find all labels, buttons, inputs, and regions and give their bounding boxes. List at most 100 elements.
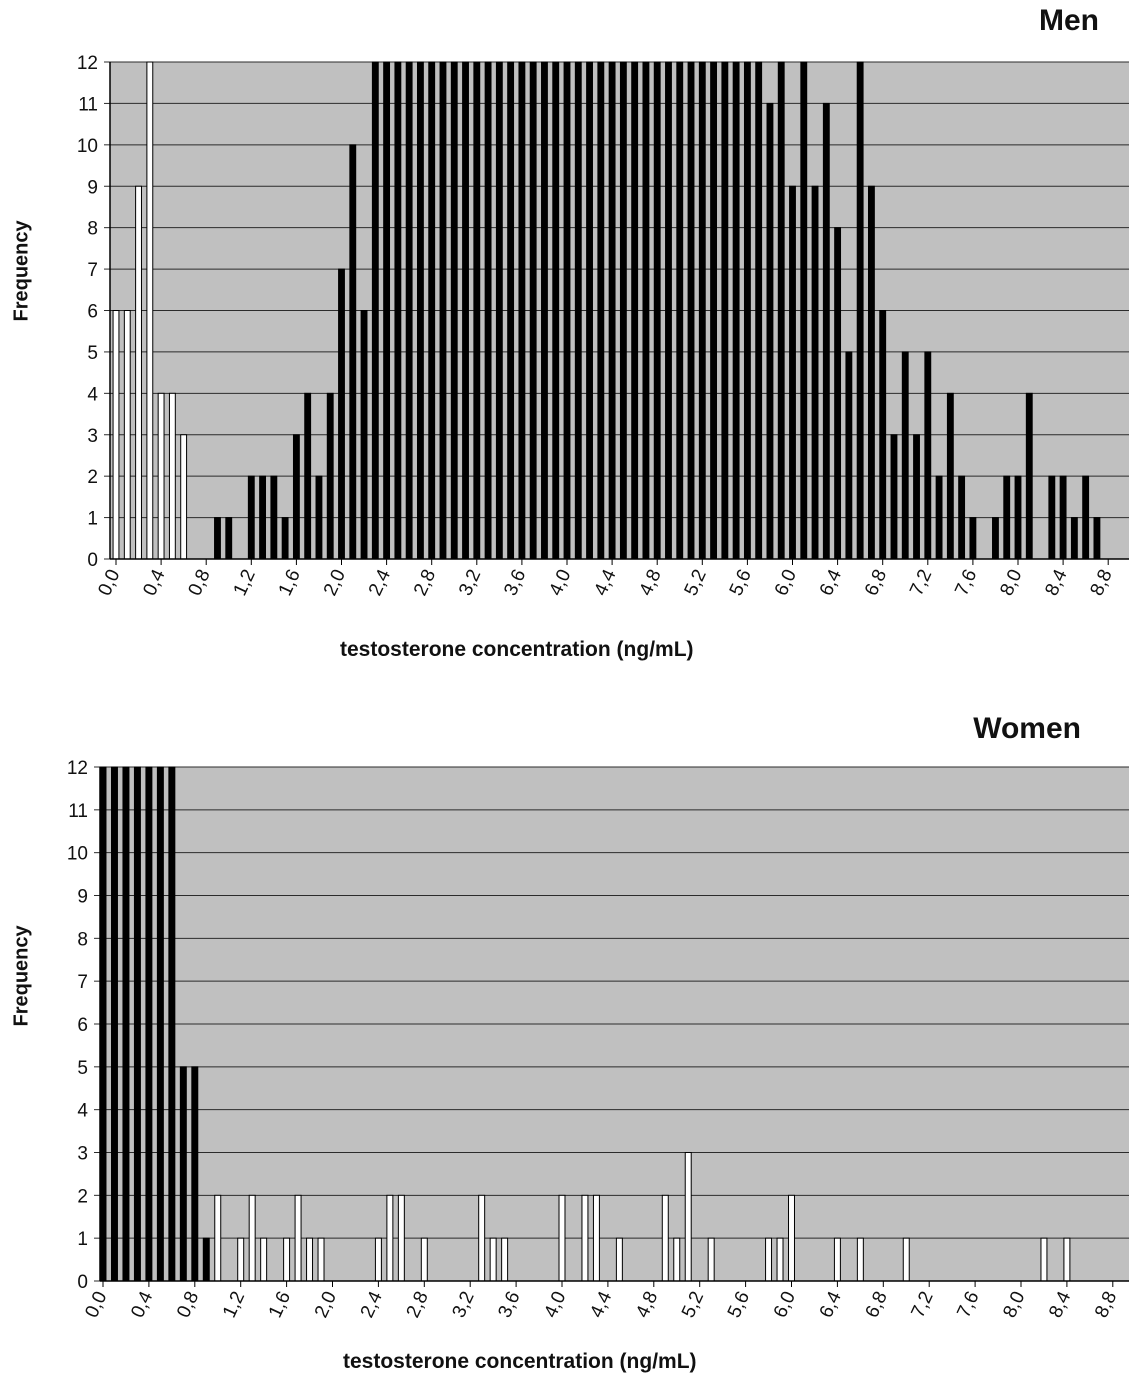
bar: [856, 1237, 864, 1282]
x-tick-label: 0,8: [185, 566, 215, 599]
bar: [834, 227, 842, 560]
bar: [1093, 517, 1101, 560]
y-tick-label: 2: [87, 467, 98, 488]
y-tick-label: 11: [78, 94, 98, 115]
y-tick-label: 12: [77, 53, 98, 74]
bar: [371, 61, 379, 560]
bar: [811, 185, 819, 560]
bar: [112, 310, 120, 560]
y-tick-label: 0: [77, 1272, 88, 1293]
x-tick-label: 2,8: [403, 1288, 433, 1321]
bar: [110, 766, 118, 1282]
bar: [822, 102, 830, 560]
bar: [969, 517, 977, 560]
bar: [317, 1237, 325, 1282]
bar: [1082, 475, 1090, 560]
bar: [687, 61, 695, 560]
x-tick-label: 6,4: [816, 566, 846, 599]
x-tick-label: 4,4: [590, 566, 620, 599]
bar: [489, 1237, 497, 1282]
bar: [879, 310, 887, 560]
x-tick-label: 4,0: [540, 1288, 570, 1321]
bar: [901, 351, 909, 560]
bar: [541, 61, 548, 560]
bar: [789, 185, 796, 560]
x-tick-label: 8,0: [999, 1288, 1029, 1321]
bar: [416, 61, 424, 560]
x-tick-label: 6,4: [816, 1288, 846, 1321]
y-tick-label: 2: [77, 1186, 88, 1207]
bar: [707, 1237, 715, 1282]
y-tick-label: 6: [77, 1015, 88, 1036]
bar: [145, 766, 153, 1282]
bar: [676, 61, 684, 560]
y-tick-label: 4: [77, 1101, 88, 1122]
bar: [608, 61, 616, 560]
x-tick-label: 0,4: [139, 566, 169, 599]
bar: [450, 61, 458, 560]
x-tick-label: 1,6: [275, 566, 305, 599]
x-tick-label: 2,4: [365, 566, 395, 599]
x-tick-label: 7,2: [906, 566, 936, 599]
bar: [123, 310, 131, 560]
bar: [294, 1194, 302, 1282]
bar: [99, 766, 107, 1282]
bar: [563, 61, 571, 560]
x-tick-label: 8,8: [1087, 566, 1117, 599]
bar: [732, 61, 740, 560]
bar: [721, 61, 729, 560]
bar: [788, 1194, 795, 1282]
bar: [306, 1237, 314, 1282]
bar: [315, 475, 323, 560]
bar: [766, 102, 774, 560]
bar: [619, 61, 627, 560]
x-tick-label: 3,6: [494, 1288, 524, 1321]
bar: [180, 434, 188, 560]
bar: [765, 1237, 773, 1282]
bar: [168, 392, 176, 560]
x-tick-label: 8,4: [1041, 566, 1071, 599]
bar: [558, 1194, 566, 1282]
bar: [867, 185, 875, 560]
x-tick-label: 6,8: [861, 566, 891, 599]
bar: [428, 61, 436, 560]
x-tick-label: 8,0: [996, 566, 1026, 599]
bar: [661, 1194, 669, 1282]
bar: [946, 392, 954, 560]
x-tick-label: 1,6: [265, 1288, 295, 1321]
y-tick-label: 9: [77, 887, 88, 908]
bar: [755, 61, 763, 560]
bar: [653, 61, 661, 560]
x-tick-label: 1,2: [219, 1288, 249, 1321]
bar: [1040, 1237, 1048, 1282]
bar: [247, 475, 255, 560]
y-tick-label: 10: [77, 136, 98, 157]
x-tick-label: 8,8: [1091, 1288, 1121, 1321]
x-tick-label: 6,0: [771, 566, 801, 599]
bar: [156, 766, 164, 1282]
bar: [552, 61, 560, 560]
x-tick-label: 0,8: [173, 1288, 203, 1321]
bar: [673, 1237, 681, 1282]
bar: [397, 1194, 405, 1282]
bar: [890, 434, 898, 560]
bar: [260, 1237, 268, 1282]
x-tick-label: 2,0: [311, 1288, 341, 1321]
bar: [1003, 475, 1011, 560]
bar: [394, 61, 402, 560]
x-tick-label: 0,4: [127, 1288, 157, 1321]
x-tick-label: 0,0: [81, 1288, 111, 1321]
bar: [529, 61, 537, 560]
bar: [913, 434, 920, 560]
bar: [168, 766, 176, 1282]
bar: [338, 268, 345, 560]
x-axis-label: testosterone concentration (ng/mL): [343, 1350, 697, 1373]
bar: [924, 351, 932, 560]
bar: [237, 1237, 245, 1282]
x-tick-label: 2,8: [410, 566, 440, 599]
bar: [420, 1237, 428, 1282]
bar: [1070, 517, 1078, 560]
y-tick-label: 11: [68, 801, 88, 822]
